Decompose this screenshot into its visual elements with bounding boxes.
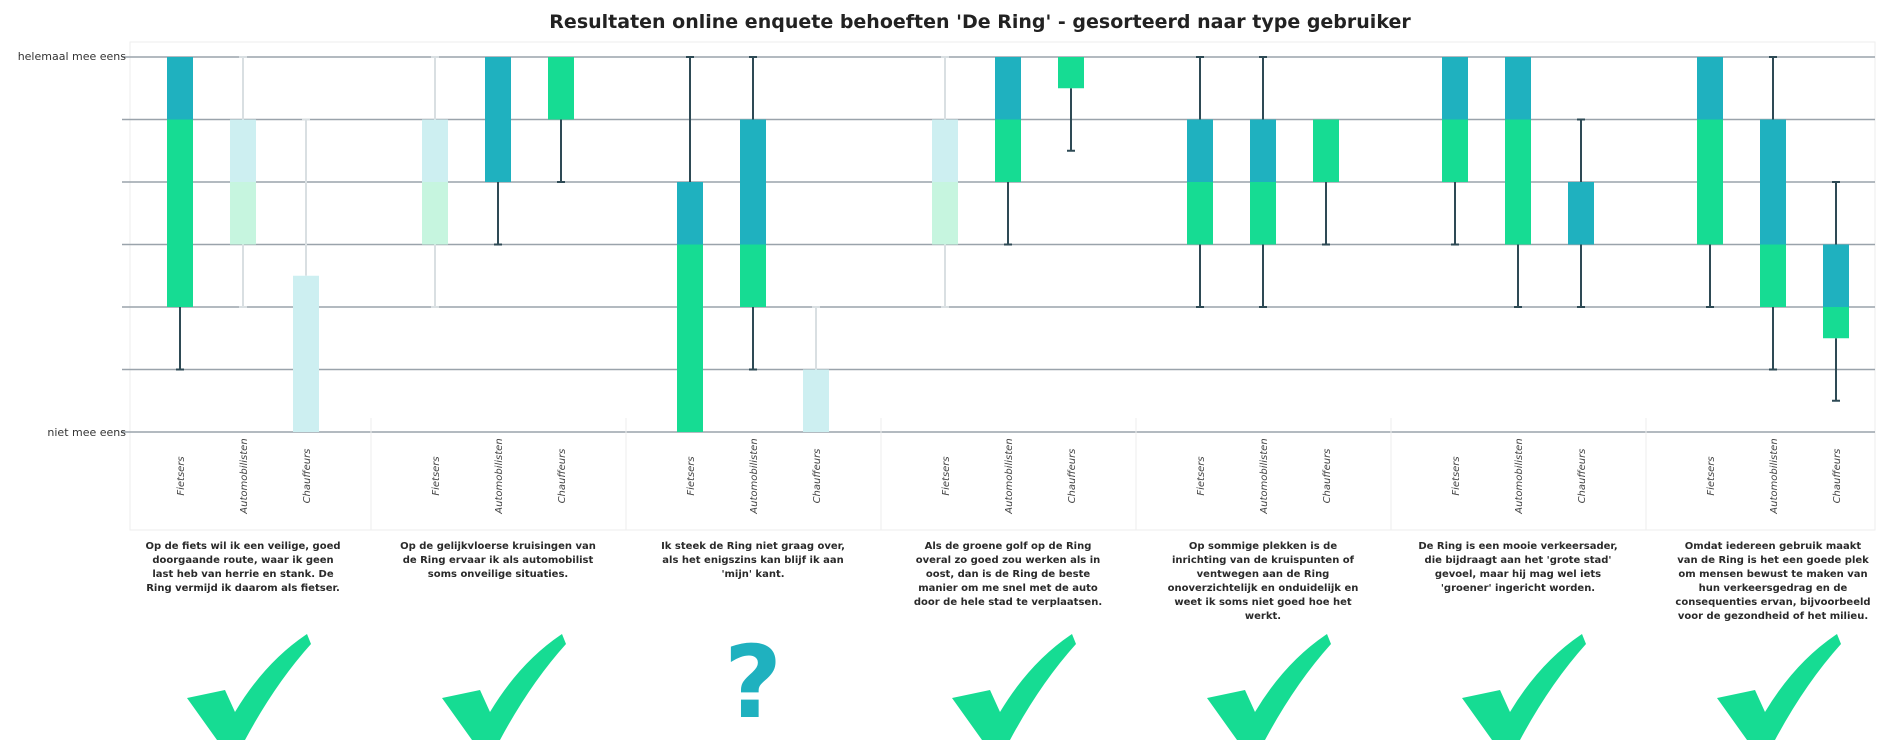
category-label: Chauffeurs [557,449,568,504]
category-labels: Fietsers Automobilisten Chauffeurs Fietsers… [176,438,1843,514]
box-lower-quartile [1760,244,1786,307]
box-lower-quartile [1823,307,1849,339]
box-lower-quartile [995,119,1021,182]
box-lower-quartile [1058,57,1084,89]
box-lower-quartile [740,244,766,307]
question-icon: ? [723,624,782,741]
box-upper-quartile [293,275,319,432]
check-icon [428,628,568,748]
box-upper-quartile [167,57,193,120]
box-upper-quartile [740,119,766,245]
category-label: Automobilisten [1769,438,1780,514]
check-icon [173,628,313,748]
group-separators [370,418,1647,530]
category-label: Automobilisten [1004,438,1015,514]
statement-text: Ik steek de Ring niet graag over, als he… [661,541,845,580]
category-label: Automobilisten [749,438,760,514]
box-upper-quartile [995,57,1021,120]
box-lower-quartile [230,182,256,245]
box-upper-quartile [1442,57,1468,120]
category-label: Chauffeurs [1832,449,1843,504]
box-lower-quartile [422,182,448,245]
box-upper-quartile [1568,182,1594,245]
category-label: Fietsers [1196,456,1207,495]
box-upper-quartile [230,119,256,182]
category-label: Chauffeurs [1067,449,1078,504]
category-label: Chauffeurs [812,449,823,504]
box-lower-quartile [1250,182,1276,245]
box-upper-quartile [1760,119,1786,245]
category-label: Fietsers [941,456,952,495]
check-icon [938,628,1078,748]
statement-text: Op de gelijkvloerse kruisingen van de Ri… [400,541,596,580]
chart-title: Resultaten online enquete behoeften 'De … [549,11,1411,33]
category-label: Chauffeurs [1577,449,1588,504]
y-top-label: helemaal mee eens [18,50,127,63]
box-upper-quartile [803,369,829,432]
box-lower-quartile [677,244,703,432]
statement-text: Omdat iedereen gebruik maakt van de Ring… [1675,541,1871,622]
box-lower-quartile [1442,119,1468,182]
statement-text: Als de groene golf op de Ring overal zo … [913,541,1103,608]
box-upper-quartile [677,182,703,245]
statement-text: Op sommige plekken is de inrichting van … [1167,541,1359,622]
category-label: Fietsers [1451,456,1462,495]
category-label: Fietsers [431,456,442,495]
box-upper-quartile [485,57,511,182]
category-label: Fietsers [176,456,187,495]
category-label: Automobilisten [239,438,250,514]
check-icon [1703,628,1843,748]
box-upper-quartile [1187,119,1213,182]
y-bottom-label: niet mee eens [47,426,126,439]
statement-text: Op de fiets wil ik een veilige, goed doo… [145,541,341,594]
box-upper-quartile [932,119,958,182]
plot-frame [129,41,1876,531]
box-upper-quartile [1505,57,1531,120]
category-label: Fietsers [686,456,697,495]
box-lower-quartile [1505,119,1531,245]
category-label: Automobilisten [1259,438,1270,514]
boxes [167,56,1849,432]
category-label: Automobilisten [1514,438,1525,514]
box-upper-quartile [1250,119,1276,182]
box-lower-quartile [1697,119,1723,245]
category-label: Fietsers [1706,456,1717,495]
category-label: Automobilisten [494,438,505,514]
box-upper-quartile [1697,57,1723,120]
box-lower-quartile [1313,119,1339,182]
statement-text: De Ring is een mooie verkeersader, die b… [1418,541,1618,594]
box-upper-quartile [422,119,448,182]
check-icon [1448,628,1588,748]
category-label: Chauffeurs [302,449,313,504]
check-icon [1193,628,1333,748]
box-lower-quartile [167,119,193,307]
box-lower-quartile [1187,182,1213,245]
box-lower-quartile [932,182,958,245]
category-label: Chauffeurs [1322,449,1333,504]
box-lower-quartile [548,57,574,120]
box-upper-quartile [1823,244,1849,307]
